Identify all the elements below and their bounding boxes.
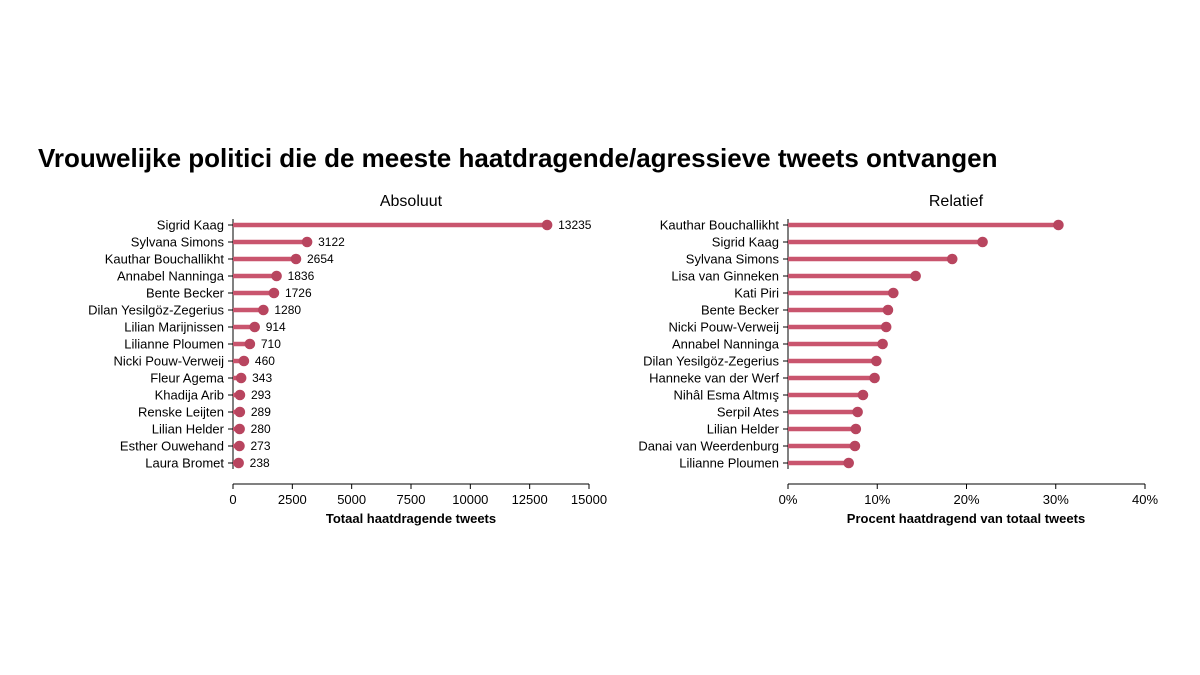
category-label: Sylvana Simons (131, 235, 225, 250)
category-label: Kati Piri (734, 286, 779, 301)
panel-absoluut: Absoluut Sigrid Kaag 13235 Sylvana Simons 31… (88, 193, 607, 526)
category-label: Dilan Yesilgöz-Zegerius (643, 354, 779, 369)
category-label: Renske Leijten (138, 405, 224, 420)
lollipop-dot (541, 219, 553, 231)
value-label: 2654 (307, 252, 334, 266)
lollipop-dot (271, 270, 282, 282)
value-label: 460 (255, 354, 275, 368)
category-label: Bente Becker (146, 286, 225, 301)
value-label: 273 (250, 439, 270, 453)
x-tick-label: 10% (864, 492, 890, 507)
value-label: 293 (251, 388, 271, 402)
lollipop-dot (301, 236, 313, 248)
lollipop-dot (882, 304, 894, 316)
x-axis-title: Procent haatdragend van totaal tweets (847, 511, 1085, 526)
category-label: Lilian Marijnissen (124, 320, 224, 335)
category-label: Serpil Ates (717, 405, 780, 420)
lollipop-dot (290, 253, 302, 265)
category-label: Laura Bromet (145, 456, 224, 471)
category-label: Danai van Weerdenburg (638, 439, 779, 454)
x-tick-label: 2500 (278, 492, 307, 507)
lollipop-dot (849, 440, 861, 452)
lollipop-dot (850, 423, 862, 435)
x-tick-label: 7500 (397, 492, 426, 507)
value-label: 238 (250, 456, 270, 470)
lollipop-dot (233, 457, 244, 469)
value-label: 914 (266, 320, 286, 334)
value-label: 1726 (285, 286, 312, 300)
category-label: Lilianne Ploumen (679, 456, 779, 471)
category-label: Lilianne Ploumen (124, 337, 224, 352)
lollipop-dot (880, 321, 892, 333)
x-axis-title: Totaal haatdragende tweets (326, 511, 496, 526)
lollipop-dot (869, 372, 880, 384)
x-tick-label: 5000 (337, 492, 366, 507)
category-label: Lisa van Ginneken (671, 269, 779, 284)
lollipop-dot (268, 287, 280, 299)
panel-relatief: Relatief Kauthar Bouchallikht Sigrid Kaag S… (638, 193, 1158, 526)
category-label: Annabel Nanninga (117, 269, 225, 284)
lollipop-dot (234, 406, 246, 418)
lollipop-dot (244, 338, 256, 350)
category-label: Sigrid Kaag (157, 218, 224, 233)
category-label: Kauthar Bouchallikht (660, 218, 780, 233)
value-label: 343 (252, 371, 272, 385)
lollipop-dot (238, 355, 250, 367)
value-label: 710 (261, 337, 281, 351)
x-tick-label: 0 (229, 492, 236, 507)
lollipop-dot (871, 355, 882, 367)
x-tick-label: 30% (1043, 492, 1069, 507)
value-label: 1280 (274, 303, 301, 317)
lollipop-dot (843, 457, 854, 469)
lollipop-dot (234, 423, 245, 435)
lollipop-dot (946, 253, 958, 265)
lollipop-dot (910, 270, 921, 282)
lollipop-dot (249, 321, 260, 333)
category-label: Khadija Arib (155, 388, 224, 403)
x-tick-label: 40% (1132, 492, 1158, 507)
category-label: Nicki Pouw-Verweij (668, 320, 779, 335)
value-label: 3122 (318, 235, 345, 249)
lollipop-dot (888, 287, 899, 299)
lollipop-dot (235, 372, 247, 384)
category-label: Fleur Agema (150, 371, 224, 386)
value-label: 289 (251, 405, 271, 419)
lollipop-dot (234, 440, 245, 452)
category-label: Sigrid Kaag (712, 235, 779, 250)
x-tick-label: 10000 (452, 492, 488, 507)
chart-title: Vrouwelijke politici die de meeste haatd… (38, 143, 998, 173)
lollipop-dot (1053, 219, 1064, 231)
category-label: Lilian Helder (707, 422, 780, 437)
value-label: 280 (251, 422, 271, 436)
category-label: Nicki Pouw-Verweij (113, 354, 224, 369)
x-tick-label: 15000 (571, 492, 607, 507)
category-label: Kauthar Bouchallikht (105, 252, 225, 267)
category-label: Bente Becker (701, 303, 780, 318)
panel-title: Relatief (929, 193, 984, 210)
category-label: Nihâl Esma Altmış (674, 388, 780, 403)
x-tick-label: 20% (953, 492, 979, 507)
x-tick-label: 0% (779, 492, 798, 507)
lollipop-dot (877, 338, 888, 350)
x-tick-label: 12500 (512, 492, 548, 507)
lollipop-dot (852, 406, 863, 418)
value-label: 1836 (288, 269, 315, 283)
value-label: 13235 (558, 218, 592, 232)
category-label: Lilian Helder (152, 422, 225, 437)
category-label: Sylvana Simons (686, 252, 780, 267)
category-label: Dilan Yesilgöz-Zegerius (88, 303, 224, 318)
lollipop-dot (977, 236, 988, 248)
category-label: Esther Ouwehand (120, 439, 224, 454)
lollipop-dot (234, 389, 246, 401)
category-label: Annabel Nanninga (672, 337, 780, 352)
category-label: Hanneke van der Werf (649, 371, 779, 386)
lollipop-dot (258, 304, 269, 316)
lollipop-dot (857, 389, 869, 401)
panel-title: Absoluut (380, 193, 443, 210)
